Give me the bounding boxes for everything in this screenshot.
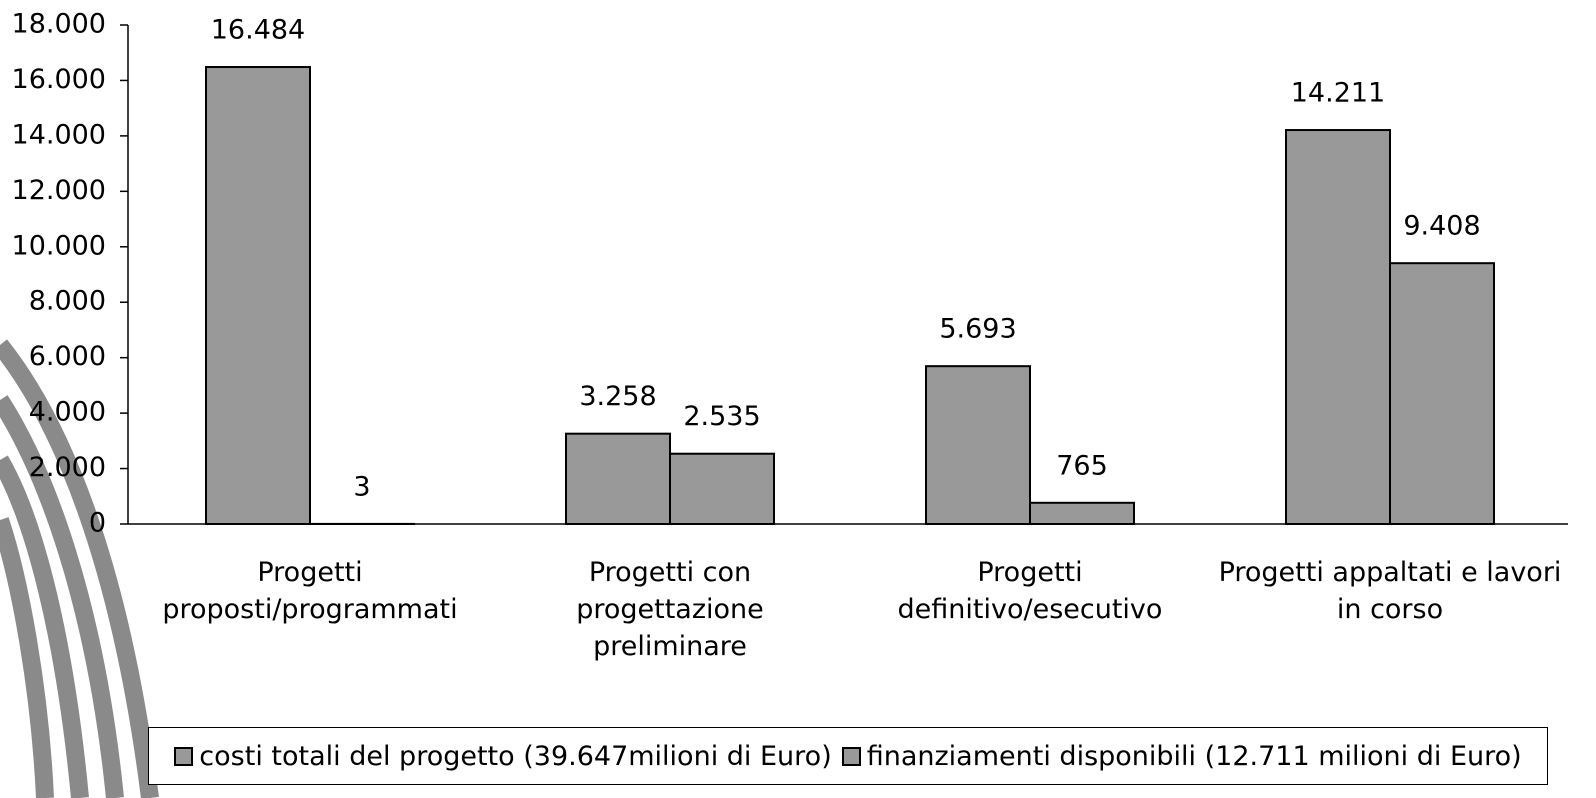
legend-label: costi totali del progetto (39.647milioni… (199, 741, 831, 772)
x-tick-label: Progetti con progettazione preliminare (480, 554, 860, 665)
legend-item: finanziamenti disponibili (12.711 milion… (842, 741, 1522, 772)
bar (206, 67, 310, 524)
x-tick-label: Progetti proposti/programmati (120, 554, 500, 628)
bar (1030, 503, 1134, 524)
chart: 0 2.000 4.000 6.000 8.000 10.000 12.000 14.000 1… (0, 0, 1596, 798)
chart-page: 0 2.000 4.000 6.000 8.000 10.000 12.000 14.000 1… (0, 0, 1596, 798)
y-tick-label: 2.000 (29, 452, 106, 483)
value-label: 2.535 (683, 401, 760, 432)
value-label: 5.693 (939, 314, 1016, 345)
value-label: 16.484 (211, 15, 305, 46)
y-tick-label: 14.000 (12, 119, 106, 150)
y-tick-label: 10.000 (12, 230, 106, 261)
y-tick-label: 18.000 (12, 9, 106, 40)
bar (670, 454, 774, 524)
y-tick-label: 0 (89, 508, 106, 539)
value-label: 9.408 (1403, 211, 1480, 242)
legend-item: costi totali del progetto (39.647milioni… (174, 741, 831, 772)
y-tick-label: 8.000 (29, 286, 106, 317)
y-tick-label: 6.000 (29, 341, 106, 372)
x-tick-label: Progetti definitivo/esecutivo (840, 554, 1220, 628)
bar (566, 434, 670, 524)
value-label: 14.211 (1291, 78, 1385, 109)
value-label: 765 (1056, 450, 1108, 481)
value-label: 3 (353, 471, 370, 502)
bar (926, 366, 1030, 524)
bar (1390, 263, 1494, 524)
legend: costi totali del progetto (39.647milioni… (148, 727, 1548, 785)
legend-swatch (842, 747, 861, 766)
x-tick-label: Progetti appaltati e lavori in corso (1200, 554, 1580, 628)
legend-swatch (174, 747, 193, 766)
value-label: 3.258 (579, 381, 656, 412)
y-tick-label: 4.000 (29, 397, 106, 428)
bar (1286, 130, 1390, 524)
y-tick-label: 12.000 (12, 175, 106, 206)
legend-label: finanziamenti disponibili (12.711 milion… (867, 741, 1522, 772)
y-tick-label: 16.000 (12, 64, 106, 95)
